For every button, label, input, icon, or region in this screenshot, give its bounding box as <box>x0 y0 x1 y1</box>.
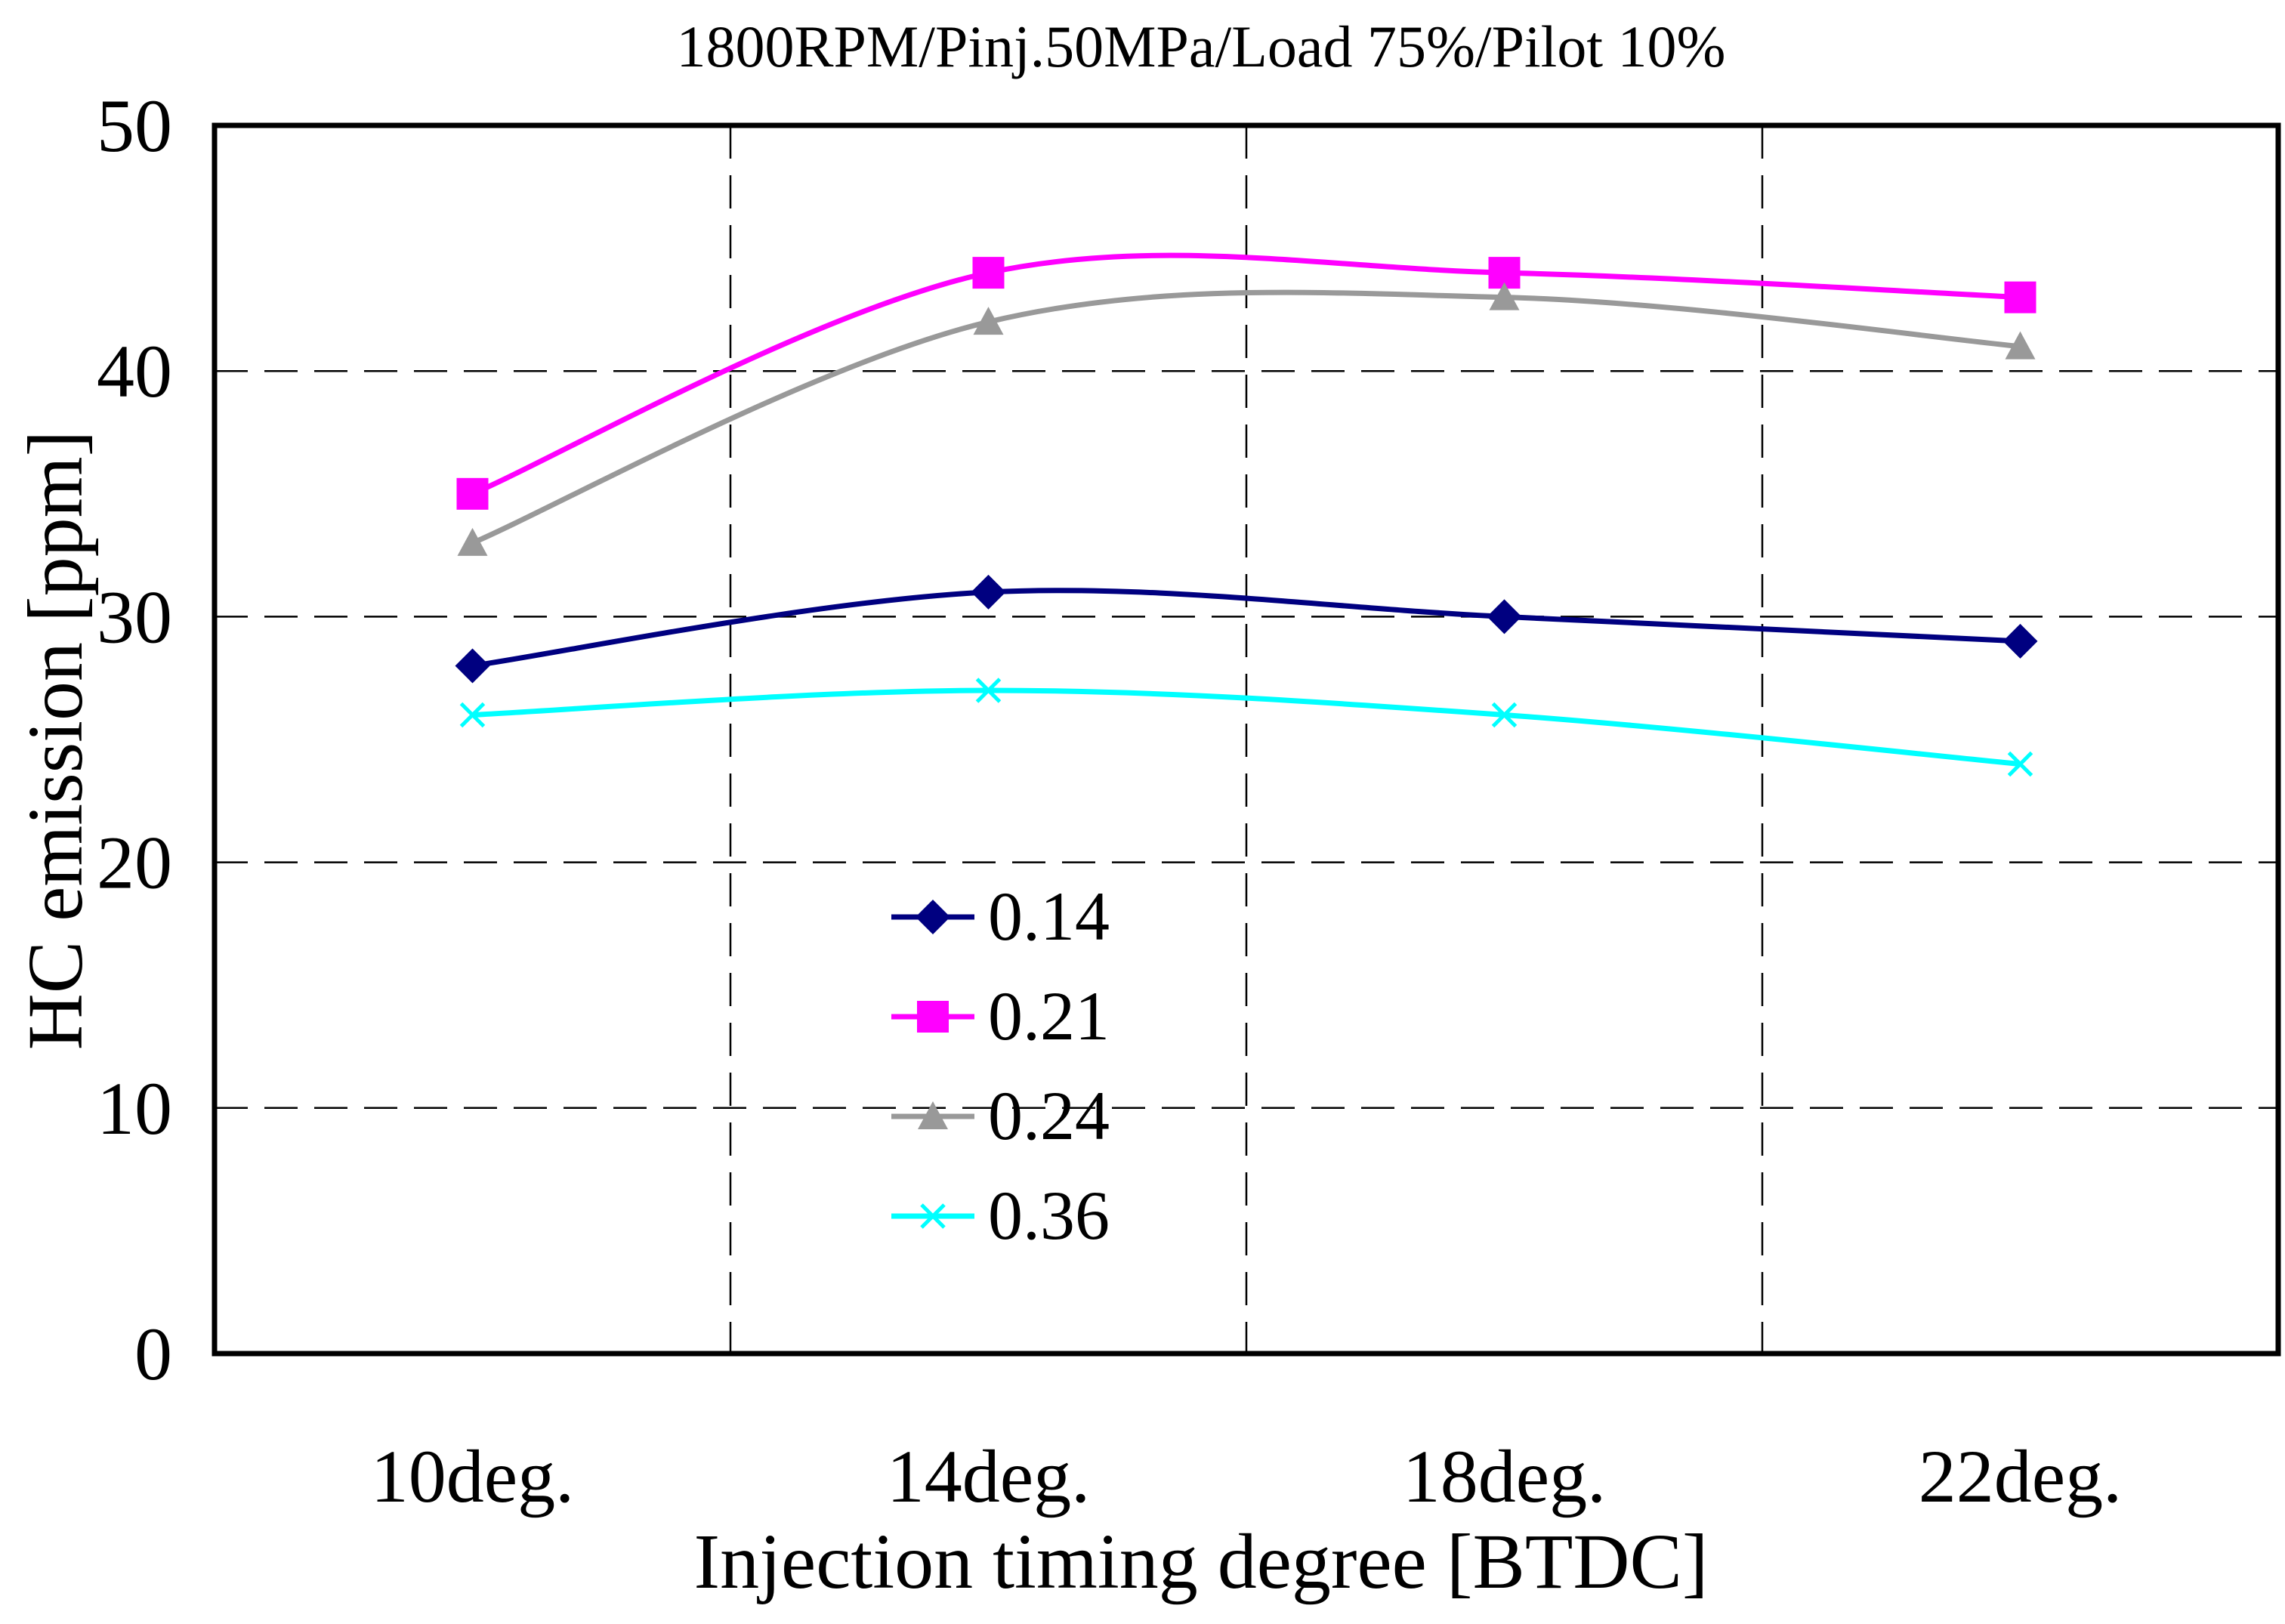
legend-item-0.36: 0.36 <box>891 1177 1110 1254</box>
legend-item-0.24: 0.24 <box>891 1077 1110 1154</box>
x-tick-label: 18deg. <box>1403 1434 1606 1518</box>
data-point-0.14-10deg. <box>455 648 490 684</box>
data-point-0.24-14deg. <box>973 307 1004 335</box>
series-line-0.21 <box>471 252 2021 497</box>
series-0.14 <box>455 574 2038 684</box>
y-tick-label: 30 <box>97 575 172 659</box>
x-axis-ticks: 10deg. 14deg. 18deg. 22deg. <box>371 1434 2122 1518</box>
x-axis-label: Injection timing degree [BTDC] <box>694 1518 1709 1605</box>
gridlines <box>215 125 2278 1354</box>
series-line-0.36 <box>472 687 2021 767</box>
legend-marker-0.24 <box>918 1101 948 1129</box>
y-tick-label: 40 <box>97 329 172 413</box>
data-point-0.24-22deg. <box>2005 331 2036 360</box>
series-0.21 <box>456 252 2036 510</box>
data-point-0.36-22deg. <box>2007 751 2033 777</box>
series-line-0.14 <box>472 588 2021 668</box>
data-point-0.14-22deg. <box>2002 623 2038 659</box>
x-tick-label: 10deg. <box>371 1434 574 1518</box>
data-point-0.14-18deg. <box>1487 599 1522 634</box>
legend-item-0.21: 0.21 <box>891 977 1110 1054</box>
data-point-0.21-14deg. <box>972 257 1005 289</box>
data-point-0.21-10deg. <box>456 477 489 510</box>
plot-area-frame <box>212 122 2281 1357</box>
data-point-0.24-10deg. <box>457 527 488 556</box>
legend-label: 0.14 <box>988 878 1110 955</box>
legend-item-0.14: 0.14 <box>891 878 1110 955</box>
legend-marker-0.21 <box>917 1001 949 1033</box>
x-tick-label: 22deg. <box>1919 1434 2122 1518</box>
legend: 0.14 0.21 0.24 0.36 <box>891 878 1110 1254</box>
data-point-0.36-18deg. <box>1491 702 1518 728</box>
series-layer <box>455 252 2038 777</box>
series-0.36 <box>459 678 2033 777</box>
y-tick-label: 20 <box>97 821 172 905</box>
y-tick-label: 10 <box>97 1067 172 1150</box>
legend-label: 0.21 <box>988 977 1110 1054</box>
x-tick-label: 14deg. <box>887 1434 1090 1518</box>
y-tick-label: 50 <box>97 84 172 168</box>
legend-marker-0.14 <box>916 900 950 934</box>
chart-title: 1800RPM/Pinj.50MPa/Load 75%/Pilot 10% <box>677 14 1726 79</box>
y-axis-label: HC emission [ppm] <box>12 431 99 1050</box>
y-tick-label: 0 <box>134 1312 172 1396</box>
legend-label: 0.24 <box>988 1077 1110 1154</box>
data-point-0.14-14deg. <box>971 574 1006 610</box>
series-line-0.24 <box>471 289 2021 546</box>
y-axis-ticks: 0 10 20 30 40 50 <box>97 84 172 1396</box>
data-point-0.24-18deg. <box>1489 282 1520 310</box>
legend-marker-0.36 <box>920 1203 946 1229</box>
series-0.24 <box>457 282 2036 556</box>
data-point-0.36-10deg. <box>459 702 486 728</box>
legend-label: 0.36 <box>988 1177 1110 1254</box>
data-point-0.36-14deg. <box>975 678 1002 703</box>
data-point-0.21-22deg. <box>2004 281 2036 313</box>
